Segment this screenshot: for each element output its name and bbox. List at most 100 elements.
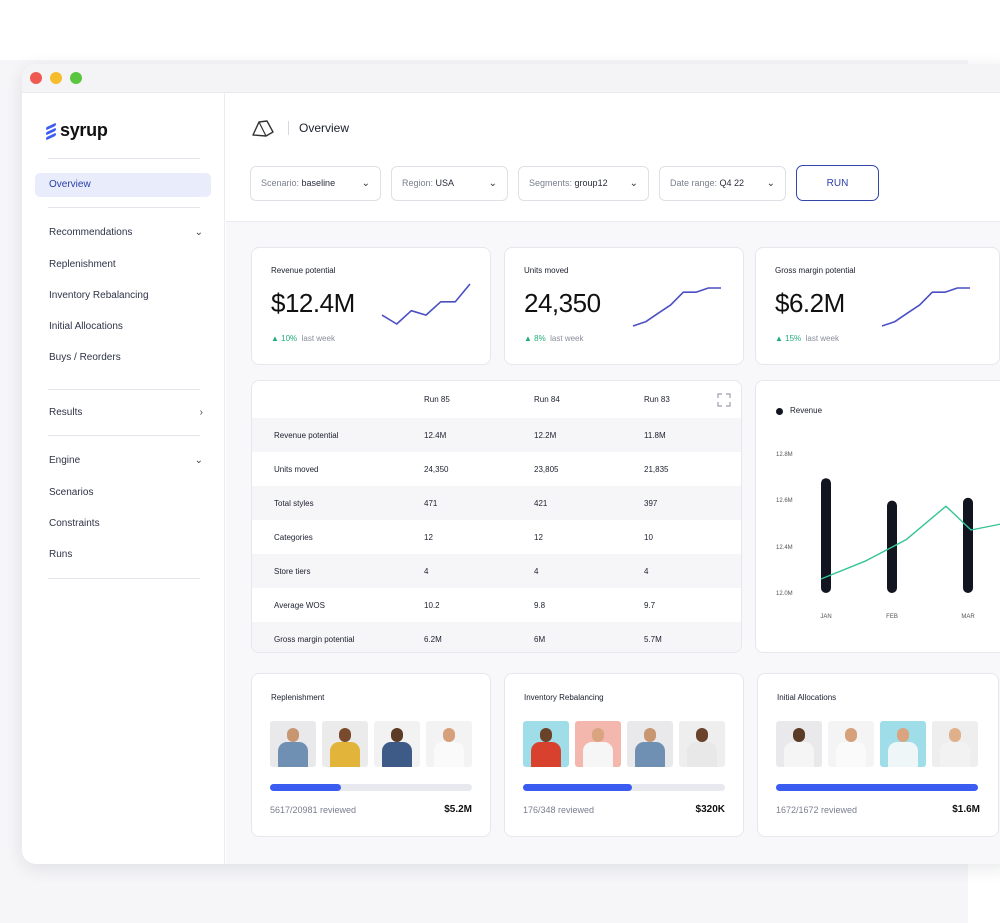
window-maximize-button[interactable] [70, 72, 82, 84]
model-head [845, 728, 857, 742]
sidebar-item-inventory-rebalancing[interactable]: Inventory Rebalancing [35, 284, 211, 308]
sidebar-item-scenarios[interactable]: Scenarios [35, 481, 211, 505]
region-filter[interactable]: Region: USA ⌄ [391, 166, 508, 201]
sidebar-item-replenishment[interactable]: Replenishment [35, 253, 211, 277]
table-row: Store tiers 4 4 4 [252, 554, 741, 588]
sparkline-path [381, 283, 471, 325]
sparkline-units [632, 287, 721, 327]
sidebar-item-label: Constraints [49, 518, 100, 529]
sidebar-item-buys-reorders[interactable]: Buys / Reorders [35, 346, 211, 370]
product-thumbnail[interactable] [828, 721, 874, 767]
brand-name: syrup [60, 120, 108, 140]
table-cell: 4 [622, 554, 741, 588]
sidebar-item-overview[interactable]: Overview [35, 173, 211, 197]
kpi-delta-suffix: last week [805, 334, 839, 343]
kpi-label: Revenue potential [271, 266, 336, 275]
table-header-row: Run 85 Run 84 Run 83 [252, 381, 741, 418]
model-figure [687, 742, 717, 767]
table-cell: 4 [402, 554, 512, 588]
product-thumbnail[interactable] [627, 721, 673, 767]
review-card-title: Inventory Rebalancing [524, 693, 604, 702]
sidebar-item-label: Scenarios [49, 487, 94, 498]
product-thumbnail[interactable] [776, 721, 822, 767]
date-range-filter[interactable]: Date range: Q4 22 ⌄ [659, 166, 786, 201]
model-head [949, 728, 961, 742]
legend-marker [776, 408, 783, 415]
model-figure [434, 742, 464, 767]
table-cell: 12.2M [512, 418, 622, 452]
page-backdrop-top [0, 0, 1000, 60]
review-card-replenishment[interactable]: Replenishment 5617/20981 reviewed $5.2M [251, 673, 491, 837]
run-button[interactable]: RUN [796, 165, 879, 201]
sidebar-item-label: Runs [49, 549, 73, 560]
table-cell: 24,350 [424, 464, 449, 474]
filter-value: USA [435, 178, 455, 188]
kpi-delta-suffix: last week [301, 334, 335, 343]
product-thumbnail[interactable] [880, 721, 926, 767]
window-close-button[interactable] [30, 72, 42, 84]
product-thumbnail[interactable] [932, 721, 978, 767]
table-cell: 10.2 [424, 600, 440, 610]
table-header-cell[interactable]: Run 83 [644, 395, 670, 404]
window-minimize-button[interactable] [50, 72, 62, 84]
table-cell: Gross margin potential [252, 622, 402, 652]
kpi-card-units: Units moved 24,350 ▲ 8% last week [504, 247, 744, 365]
table-cell: 11.8M [622, 418, 741, 452]
sidebar-item-label: Buys / Reorders [49, 352, 121, 363]
review-card-inventory-rebalancing[interactable]: Inventory Rebalancing 176/348 reviewed $… [504, 673, 744, 837]
y-tick-label: 12.0M [776, 591, 793, 597]
sidebar-item-results[interactable]: Results › [35, 401, 211, 425]
x-tick-label: MAR [961, 614, 975, 620]
review-progress-bar [523, 784, 725, 791]
expand-icon[interactable] [717, 393, 731, 407]
product-thumbnail[interactable] [575, 721, 621, 767]
table-cell: 12.4M [402, 418, 512, 452]
chevron-down-icon: ⌄ [629, 178, 638, 189]
model-figure [635, 742, 665, 767]
table-cell: 421 [512, 486, 622, 520]
table-cell: 4 [512, 554, 622, 588]
product-thumbnail[interactable] [322, 721, 368, 767]
model-head [897, 728, 909, 742]
kpi-label: Units moved [524, 266, 569, 275]
sidebar-item-runs[interactable]: Runs [35, 543, 211, 567]
sidebar-item-initial-allocations[interactable]: Initial Allocations [35, 315, 211, 339]
product-thumbnail[interactable] [523, 721, 569, 767]
table-cell: 5.7M [622, 622, 741, 652]
table-cell: 9.8 [534, 600, 546, 610]
review-progress-fill [776, 784, 978, 791]
sidebar-divider [48, 435, 200, 436]
product-thumbnail[interactable] [270, 721, 316, 767]
sidebar-item-constraints[interactable]: Constraints [35, 512, 211, 536]
sidebar-divider [48, 207, 200, 208]
filter-label: Date range: [670, 178, 718, 188]
segments-filter[interactable]: Segments: group12 ⌄ [518, 166, 649, 201]
sidebar-item-engine[interactable]: Engine ⌄ [35, 449, 211, 473]
model-figure [382, 742, 412, 767]
product-thumbnail[interactable] [426, 721, 472, 767]
review-amount: $1.6M [952, 804, 980, 815]
model-head [287, 728, 299, 742]
filter-label: Region: [402, 178, 434, 188]
table-cell: 23,805 [534, 464, 559, 474]
table-header-cell[interactable]: Run 84 [534, 395, 560, 404]
sidebar-item-recommendations[interactable]: Recommendations ⌄ [35, 221, 211, 245]
brand-logo[interactable]: syrup [46, 120, 108, 141]
kpi-card-gross-margin: Gross margin potential $6.2M ▲ 15% last … [755, 247, 1000, 365]
scenario-filter[interactable]: Scenario: baseline ⌄ [250, 166, 381, 201]
table-cell: 21,835 [644, 464, 669, 474]
table-header-cell[interactable]: Run 85 [424, 395, 450, 404]
table-row: Revenue potential 12.4M 12.2M 11.8M [252, 418, 741, 452]
product-thumbnail[interactable] [374, 721, 420, 767]
window-titlebar [22, 64, 1000, 93]
table-cell: 397 [622, 486, 741, 520]
sidebar-item-label: Replenishment [49, 259, 116, 270]
sidebar-divider [48, 158, 200, 159]
filter-value: group12 [574, 178, 608, 188]
product-thumbnail[interactable] [679, 721, 725, 767]
filter-value: baseline [301, 178, 336, 188]
table-cell: 10 [644, 532, 653, 542]
kpi-value: 24,350 [524, 288, 601, 318]
review-card-initial-allocations[interactable]: Initial Allocations 1672/1672 reviewed $… [757, 673, 999, 837]
revenue-chart-card: Revenue 12.8M 12.6M 12.4M 12.0M JAN FEB MAR [755, 380, 1000, 653]
